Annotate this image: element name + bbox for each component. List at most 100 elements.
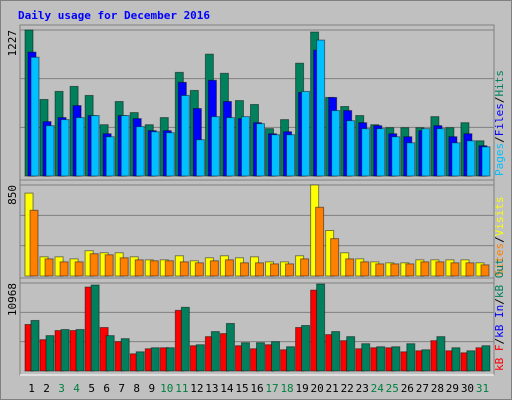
x-tick-label: 3: [58, 382, 65, 395]
bar: [75, 117, 85, 177]
bar: [180, 306, 190, 372]
legend-separator: /: [493, 338, 506, 345]
bar: [421, 128, 431, 177]
x-tick-label: 26: [401, 382, 414, 395]
bar: [315, 206, 325, 277]
bar: [255, 342, 265, 372]
legend-separator: /: [493, 236, 506, 243]
bar: [90, 115, 100, 177]
x-tick-label: 25: [386, 382, 399, 395]
bar: [239, 262, 249, 277]
bar: [421, 349, 431, 372]
x-tick-label: 11: [175, 382, 188, 395]
bar: [361, 343, 371, 372]
bar: [481, 345, 491, 372]
x-tick-label: 13: [205, 382, 218, 395]
bar: [225, 117, 235, 177]
bar: [44, 258, 54, 277]
legend-entry: kB In: [493, 305, 506, 338]
bar: [271, 341, 281, 372]
x-tick-label: 6: [103, 382, 110, 395]
bar: [225, 322, 235, 372]
bar: [466, 140, 476, 177]
bar: [75, 329, 85, 372]
bar: [270, 263, 280, 277]
bar: [451, 142, 461, 177]
bar: [451, 347, 461, 372]
bar: [254, 262, 264, 277]
bar: [45, 335, 55, 372]
bar: [390, 263, 400, 277]
bar: [120, 338, 130, 372]
bar: [165, 132, 175, 177]
x-tick-label: 24: [371, 382, 385, 395]
x-tick-label: 20: [311, 382, 324, 395]
bar: [194, 262, 204, 277]
bar: [405, 263, 415, 277]
legend-entry: Pages: [493, 143, 506, 176]
bar: [480, 264, 490, 277]
bar: [285, 263, 295, 277]
bar: [60, 329, 70, 372]
bar: [465, 262, 475, 277]
bar: [301, 324, 311, 372]
bar: [286, 134, 296, 177]
bar: [195, 139, 205, 177]
legend: kB F/kB In/kB Out: [493, 258, 506, 371]
bar: [150, 347, 160, 372]
legend-entry: kB F: [493, 345, 506, 372]
bar: [316, 283, 326, 372]
bar: [376, 346, 386, 372]
bar: [361, 128, 371, 177]
bar: [346, 120, 356, 177]
bar: [210, 331, 220, 372]
bar: [330, 238, 340, 277]
bar: [436, 128, 446, 177]
bar: [195, 344, 205, 372]
bar: [300, 258, 310, 277]
bar: [316, 39, 326, 177]
x-tick-label: 27: [416, 382, 429, 395]
bar: [331, 331, 341, 372]
x-tick-label: 23: [356, 382, 369, 395]
bar: [301, 90, 311, 177]
bar: [60, 119, 70, 177]
bar: [104, 254, 114, 277]
x-tick-label: 7: [118, 382, 125, 395]
x-tick-label: 21: [326, 382, 339, 395]
bar: [224, 259, 234, 277]
bar: [376, 128, 386, 177]
x-tick-label: 4: [73, 382, 80, 395]
x-tick-label: 19: [295, 382, 308, 395]
legend-entry: Hits: [493, 70, 506, 97]
bar: [209, 260, 219, 277]
bar: [45, 125, 55, 177]
bar: [346, 336, 356, 372]
bar: [29, 209, 39, 277]
bar: [406, 343, 416, 372]
bar: [105, 335, 115, 372]
bar: [420, 261, 430, 277]
bar: [406, 142, 416, 177]
legend-separator: /: [493, 136, 506, 143]
legend: Pages/Files/Hits: [493, 70, 506, 176]
bar: [135, 126, 145, 177]
bar: [134, 259, 144, 277]
bar: [435, 261, 445, 277]
x-tick-label: 9: [148, 382, 155, 395]
x-tick-label: 12: [190, 382, 203, 395]
legend-separator: /: [493, 97, 506, 104]
legend-entry: Sites: [493, 243, 506, 276]
x-tick-label: 15: [235, 382, 248, 395]
legend-entry: Files: [493, 103, 506, 136]
bar: [271, 134, 281, 177]
x-tick-label: 1: [28, 382, 35, 395]
bar: [150, 131, 160, 177]
bar: [180, 94, 190, 177]
panel: [19, 179, 495, 281]
bar: [331, 110, 341, 177]
bar: [90, 284, 100, 372]
y-tick-label: 10968: [6, 283, 19, 316]
bar: [149, 260, 159, 277]
